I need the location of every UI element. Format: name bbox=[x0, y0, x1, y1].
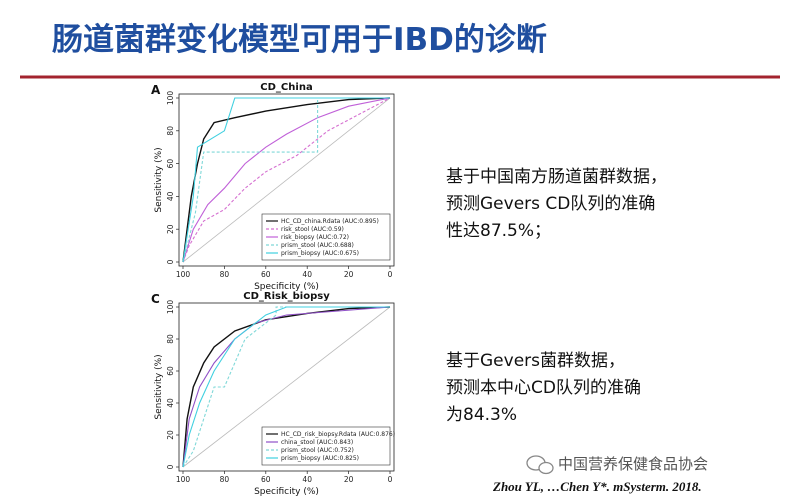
roc-curve bbox=[182, 306, 391, 468]
y-tick-label: 20 bbox=[166, 224, 175, 234]
x-tick-label: 0 bbox=[388, 475, 393, 484]
y-tick-label: 0 bbox=[166, 464, 175, 469]
roc-chart: A CD_China Specificity (%) Sensitivity (%) 1… bbox=[151, 82, 395, 292]
note-line: 预测本中心CD队列的准确 bbox=[446, 378, 641, 398]
x-tick-label: 80 bbox=[220, 475, 230, 484]
y-tick-label: 80 bbox=[166, 126, 175, 136]
wechat-icon bbox=[526, 455, 554, 475]
legend-label: risk_stool (AUC:0.59) bbox=[281, 226, 344, 233]
roc-curve bbox=[182, 97, 391, 263]
x-tick-label: 40 bbox=[302, 270, 312, 279]
watermark: 中国营养保健食品协会 bbox=[558, 455, 708, 473]
roc-curve bbox=[182, 97, 391, 263]
legend-label: china_stool (AUC:0.843) bbox=[281, 439, 353, 446]
y-tick-label: 0 bbox=[166, 259, 175, 264]
legend-box bbox=[261, 426, 391, 466]
legend-label: HC_CD_risk_biopsy.Rdata (AUC:0.876) bbox=[281, 431, 395, 438]
x-tick-label: 80 bbox=[220, 270, 230, 279]
x-tick-label: 100 bbox=[176, 475, 191, 484]
legend-label: prism_biopsy (AUC:0.675) bbox=[281, 250, 359, 257]
chart-title: CD_China bbox=[260, 82, 312, 93]
panel-label: A bbox=[151, 83, 161, 97]
citation: Zhou YL, …Chen Y*. mSysterm. 2018. bbox=[492, 479, 702, 494]
plot-frame bbox=[178, 302, 395, 472]
x-tick-label: 100 bbox=[176, 270, 191, 279]
y-tick-label: 80 bbox=[166, 334, 175, 344]
y-axis-label: Sensitivity (%) bbox=[154, 147, 164, 212]
y-tick-label: 60 bbox=[166, 159, 175, 169]
legend-label: prism_biopsy (AUC:0.825) bbox=[281, 455, 359, 462]
reference-diagonal bbox=[182, 97, 391, 263]
y-tick-label: 100 bbox=[166, 300, 175, 315]
slide-title: 肠道菌群变化模型可用于IBD的诊断 bbox=[52, 22, 547, 58]
y-axis-label: Sensitivity (%) bbox=[154, 354, 164, 419]
note-line: 性达87.5%； bbox=[446, 221, 551, 241]
y-tick-label: 60 bbox=[166, 366, 175, 376]
y-tick-label: 20 bbox=[166, 430, 175, 440]
x-axis-label: Specificity (%) bbox=[254, 282, 319, 292]
roc-curve bbox=[182, 306, 390, 468]
x-tick-label: 40 bbox=[302, 475, 312, 484]
roc-chart: C CD_Risk_biopsy Specificity (%) Sensitivit… bbox=[151, 291, 395, 497]
plot-frame bbox=[178, 93, 395, 267]
legend-label: prism_stool (AUC:0.752) bbox=[281, 447, 354, 454]
legend-label: HC_CD_china.Rdata (AUC:0.895) bbox=[281, 218, 379, 225]
x-axis-label: Specificity (%) bbox=[254, 487, 319, 497]
x-tick-label: 60 bbox=[261, 270, 271, 279]
note-line: 预测Gevers CD队列的准确 bbox=[446, 194, 655, 214]
note-line: 基于Gevers菌群数据， bbox=[446, 351, 625, 371]
legend-label: prism_stool (AUC:0.688) bbox=[281, 242, 354, 249]
reference-diagonal bbox=[182, 306, 391, 468]
panel-label: C bbox=[151, 292, 160, 306]
x-tick-label: 60 bbox=[261, 475, 271, 484]
roc-curve bbox=[182, 306, 390, 468]
x-tick-label: 20 bbox=[344, 270, 354, 279]
note-line: 为84.3% bbox=[446, 405, 517, 425]
y-tick-label: 100 bbox=[166, 91, 175, 106]
legend-box bbox=[261, 213, 391, 261]
x-tick-label: 0 bbox=[388, 270, 393, 279]
y-tick-label: 40 bbox=[166, 398, 175, 408]
chart-title: CD_Risk_biopsy bbox=[243, 291, 330, 302]
roc-curve bbox=[182, 306, 391, 468]
y-tick-label: 40 bbox=[166, 191, 175, 201]
charts: A CD_China Specificity (%) Sensitivity (%) 1… bbox=[151, 82, 395, 497]
roc-curve bbox=[182, 97, 391, 263]
x-tick-label: 20 bbox=[344, 475, 354, 484]
roc-curve bbox=[182, 97, 390, 263]
legend-label: risk_biopsy (AUC:0.72) bbox=[281, 234, 349, 241]
note-line: 基于中国南方肠道菌群数据， bbox=[446, 167, 667, 187]
